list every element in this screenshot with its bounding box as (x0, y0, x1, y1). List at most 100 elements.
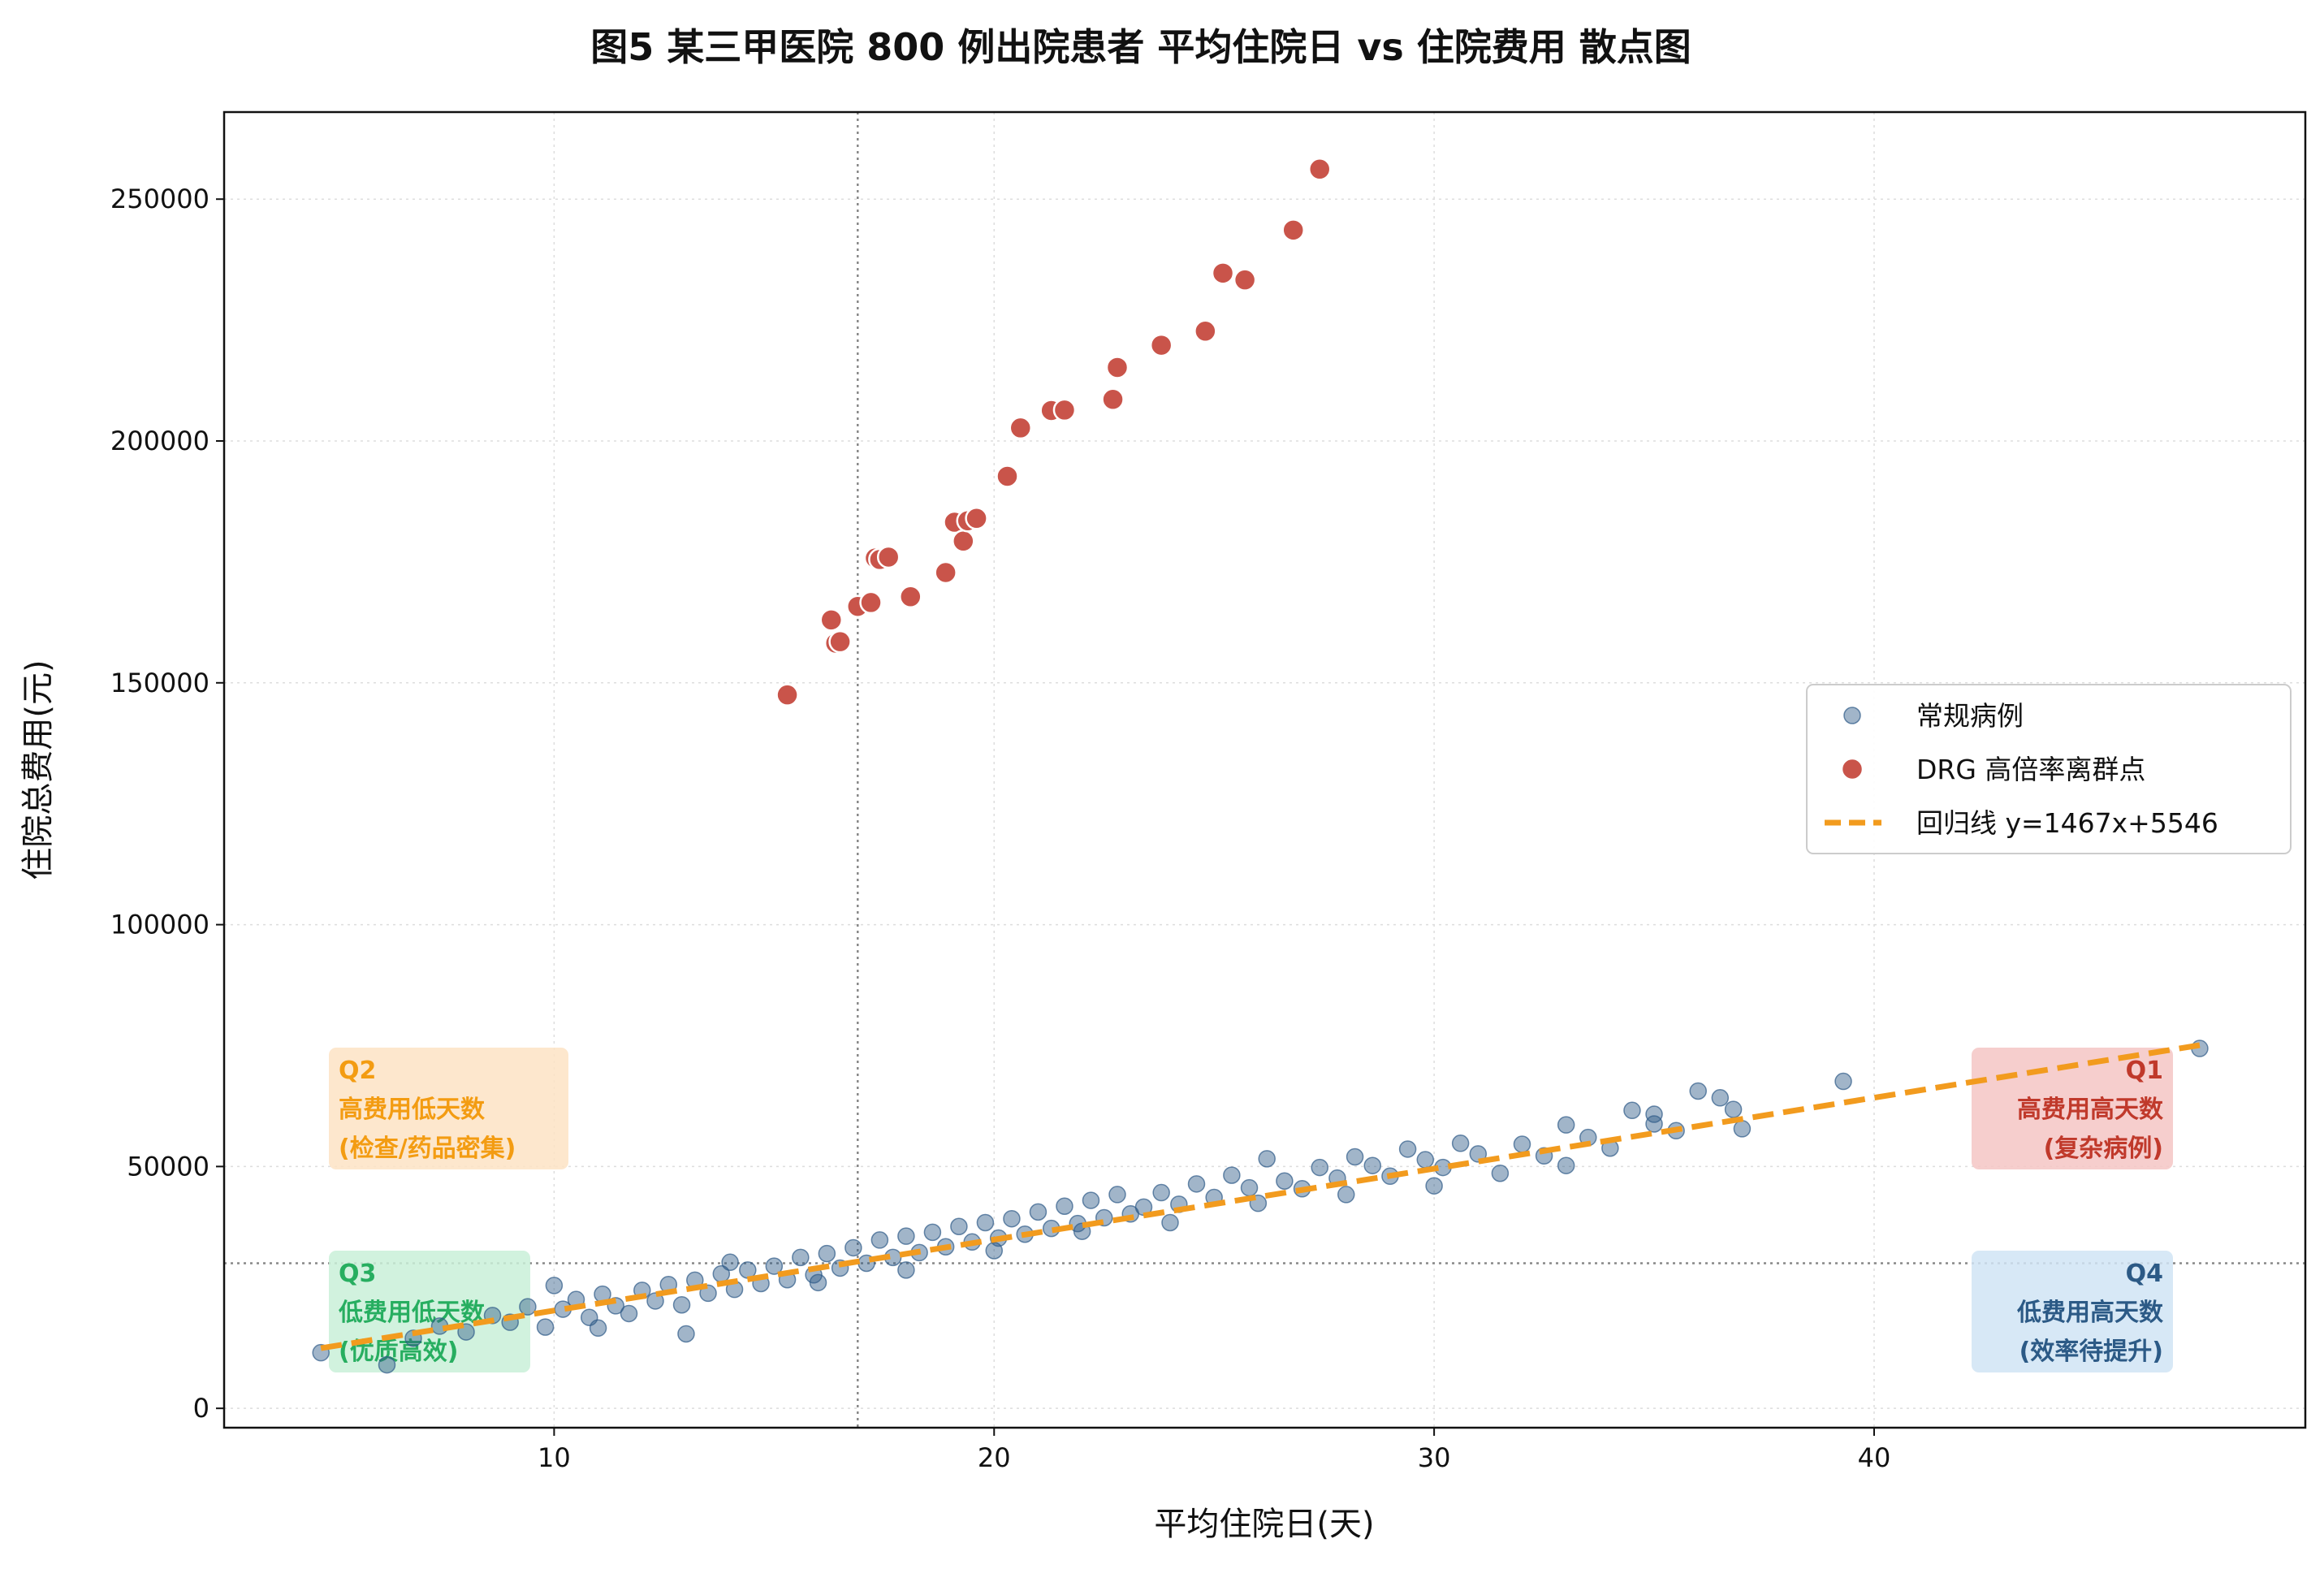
y-tick-label: 50000 (127, 1151, 210, 1182)
quadrant-q1-label: Q1 (2126, 1057, 2163, 1085)
regular-case-point (378, 1355, 396, 1374)
regular-case-point (545, 1277, 564, 1295)
regular-case-point (1645, 1105, 1663, 1123)
y-tick-label: 250000 (110, 184, 210, 214)
quadrant-q4-box (1972, 1251, 2173, 1372)
regular-case-point (536, 1318, 555, 1336)
regular-case-point (1258, 1150, 1276, 1168)
y-axis-label: 住院总费用(元) (19, 659, 57, 880)
regular-case-point (1834, 1072, 1852, 1091)
regular-case-point (519, 1298, 537, 1316)
x-tick-label: 20 (978, 1442, 1011, 1473)
regular-case-point (1557, 1156, 1575, 1174)
regular-case-point (765, 1257, 784, 1275)
regular-case-point (1733, 1120, 1752, 1138)
drg-outlier-point (1009, 416, 1033, 440)
drg-outlier-point (996, 465, 1019, 488)
legend-regular-marker (1843, 707, 1861, 724)
regular-case-point (809, 1273, 827, 1292)
legend-label: DRG 高倍率离群点 (1916, 754, 2145, 785)
regular-case-point (1724, 1100, 1743, 1118)
drg-outlier-point (876, 545, 901, 569)
regular-case-point (646, 1292, 664, 1310)
quadrant-q3-box (329, 1251, 530, 1372)
drg-outlier-point (934, 560, 957, 585)
regular-case-point (1108, 1186, 1126, 1204)
regular-case-point (1425, 1177, 1443, 1195)
y-tick-label: 150000 (110, 668, 210, 698)
legend-label: 常规病例 (1916, 700, 2024, 732)
regular-case-point (1223, 1166, 1241, 1184)
regular-case-point (1240, 1178, 1259, 1197)
reference-lines (224, 112, 2305, 1428)
drg-outlier-point (1211, 262, 1235, 285)
regular-case-point (1689, 1082, 1707, 1100)
regular-case-point (620, 1304, 638, 1323)
regular-case-point (1056, 1197, 1073, 1215)
regular-case-point (1152, 1183, 1170, 1202)
regular-case-point (923, 1223, 942, 1242)
quadrant-q1-label: 高费用高天数 (2017, 1096, 2164, 1124)
regular-case-point (1311, 1158, 1328, 1177)
drg-outlier-point (1194, 319, 1217, 344)
x-tick-label: 40 (1858, 1442, 1891, 1473)
drg-outlier-point (859, 590, 883, 615)
regression-line-layer (320, 1042, 2201, 1351)
regular-case-point (985, 1242, 1004, 1260)
quadrant-q4-label: 低费用高天数 (2016, 1299, 2164, 1327)
regular-case-point (1451, 1135, 1470, 1152)
drg-outlier-point (1105, 356, 1130, 379)
drg-outlier-point (1281, 218, 1305, 242)
quadrant-q4-label: (效率待提升) (2019, 1338, 2163, 1366)
regular-case-point (1645, 1115, 1663, 1133)
regular-case-point (1513, 1135, 1531, 1153)
quadrant-q3-label: 低费用低天数 (338, 1299, 486, 1327)
regular-case-point (589, 1319, 607, 1338)
quadrant-q2-label: 高费用低天数 (339, 1096, 486, 1124)
quadrant-q2-box (329, 1048, 568, 1169)
y-tick-label: 100000 (110, 910, 210, 940)
x-axis-label: 平均住院日(天) (1154, 1506, 1374, 1543)
drg-outlier-point (899, 585, 922, 609)
chart-title: 图5 某三甲医院 800 例出院患者 平均住院日 vs 住院费用 散点图 (590, 25, 1691, 69)
quadrant-q2-label: (检查/药品密集) (339, 1135, 516, 1163)
regular-case-point (950, 1217, 968, 1235)
regular-case-point (677, 1325, 695, 1343)
quadrant-q4-label: Q4 (2126, 1260, 2163, 1288)
y-tick-label: 0 (193, 1393, 210, 1424)
regular-case-point (1469, 1145, 1488, 1163)
axis-ticks: 10 20 30 40 0 50000 100000 150000 200000 250000 (110, 184, 1890, 1473)
drg-outlier-point (1233, 268, 1257, 292)
drg-outlier-point (1101, 387, 1125, 412)
plot-frame (222, 110, 2307, 1429)
quadrant-q1-box (1972, 1048, 2173, 1169)
drg-outlier-point (775, 683, 799, 707)
regular-case-point (1276, 1172, 1294, 1190)
quadrant-annotations: Q1 高费用高天数 (复杂病例) Q2 高费用低天数 (检查/药品密集) Q3 低费用低天数 (… (329, 1048, 2173, 1372)
drg-outlier-point (965, 507, 988, 530)
regular-case-point (672, 1295, 691, 1314)
regular-case-point (870, 1231, 889, 1249)
regular-case-point (1398, 1140, 1417, 1158)
drg-outlier-point (1307, 158, 1332, 181)
regular-case-point (792, 1248, 810, 1267)
regression-line (320, 1042, 2201, 1351)
legend-outlier-marker (1840, 757, 1864, 781)
regular-case-point (1557, 1116, 1575, 1134)
drg-outlier-point (819, 608, 844, 632)
regular-case-point (1491, 1164, 1510, 1182)
drg-outlier-point (952, 529, 975, 553)
regular-case-point (897, 1227, 915, 1245)
regular-case-point (1082, 1191, 1100, 1209)
legend-box (1806, 684, 2292, 854)
quadrant-q3-label: Q3 (339, 1260, 376, 1288)
quadrant-q1-label: (复杂病例) (2044, 1135, 2163, 1163)
regular-case-point (1029, 1203, 1048, 1221)
regular-case-point (897, 1261, 915, 1279)
regular-case-point (1416, 1151, 1435, 1169)
regular-case-point (1337, 1186, 1355, 1204)
legend-label: 回归线 y=1467x+5546 (1916, 807, 2218, 839)
